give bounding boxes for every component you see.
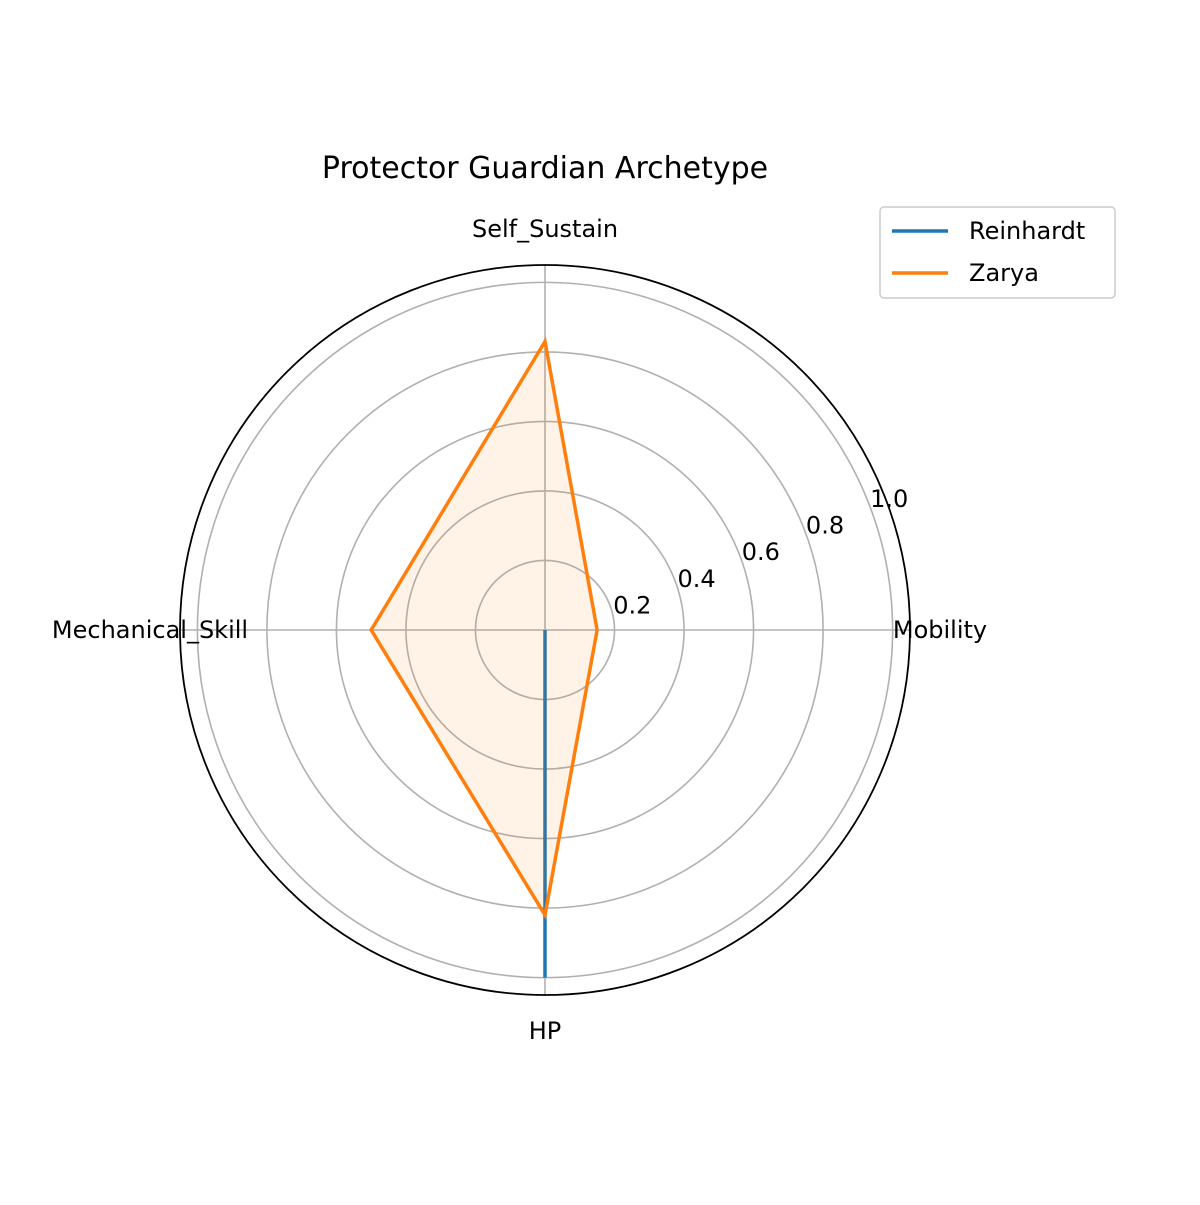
r-tick-label-1: 0.4 <box>677 565 715 593</box>
axis-label-hp: HP <box>529 1017 562 1045</box>
axis-label-self-sustain: Self_Sustain <box>472 215 618 243</box>
chart-title: Protector Guardian Archetype <box>322 151 768 186</box>
r-tick-label-3: 0.8 <box>806 512 844 540</box>
r-tick-label-2: 0.6 <box>742 538 780 566</box>
legend-label-reinhardt: Reinhardt <box>969 217 1085 245</box>
r-tick-label-0: 0.2 <box>613 591 651 619</box>
axis-label-mechanical-skill: Mechanical_Skill <box>52 616 248 644</box>
series-layer <box>369 336 599 978</box>
legend-label-zarya: Zarya <box>969 259 1039 287</box>
series-line-zarya <box>369 336 599 920</box>
axis-labels: Mobility Self_Sustain Mechanical_Skill HP <box>52 215 987 1045</box>
axis-label-mobility: Mobility <box>893 616 987 644</box>
radial-tick-labels: 0.2 0.4 0.6 0.8 1.0 <box>613 485 908 619</box>
polar-frame <box>179 264 911 996</box>
r-tick-label-4: 1.0 <box>870 485 908 513</box>
legend: Reinhardt Zarya <box>879 206 1116 299</box>
series-fill-zarya <box>371 341 598 916</box>
